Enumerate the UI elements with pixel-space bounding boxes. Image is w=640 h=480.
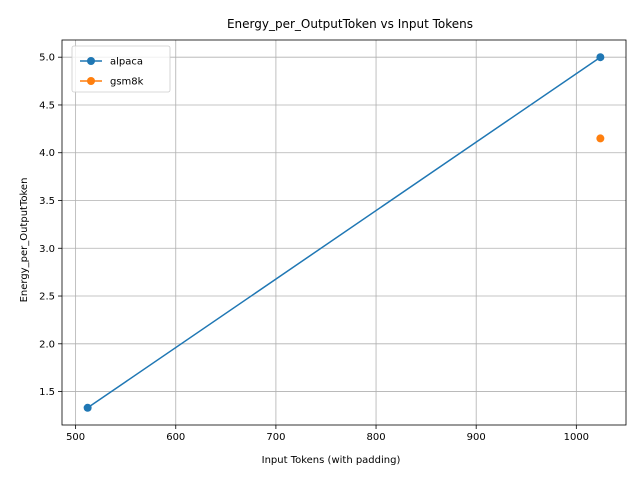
x-tick-label: 800 — [366, 432, 385, 443]
data-point-alpaca — [596, 53, 605, 62]
plot-series — [83, 53, 605, 412]
y-tick-label: 5.0 — [39, 53, 55, 64]
x-tick-label: 700 — [266, 432, 285, 443]
y-tick-label: 4.5 — [39, 100, 55, 111]
legend-marker-alpaca — [87, 57, 95, 65]
series-gsm8k — [596, 134, 605, 143]
legend-label-alpaca: alpaca — [110, 57, 143, 68]
series-alpaca — [83, 53, 605, 412]
y-axis-label: Energy_per_OutputToken — [19, 178, 30, 303]
y-tick-label: 3.5 — [39, 196, 55, 207]
x-tick-label: 900 — [467, 432, 486, 443]
legend-label-gsm8k: gsm8k — [110, 77, 144, 88]
legend-marker-gsm8k — [87, 77, 95, 85]
y-tick-label: 3.0 — [39, 244, 55, 255]
y-tick-label: 1.5 — [39, 387, 55, 398]
axis-ticks: 500 600 700 800 900 1000 1.5 2.0 2.5 3.0 3.5 4.0 4.5… — [39, 53, 589, 443]
chart-title: Energy_per_OutputToken vs Input Tokens — [227, 17, 473, 31]
x-tick-label: 1000 — [564, 432, 589, 443]
legend: alpaca gsm8k — [71, 45, 171, 93]
x-tick-label: 600 — [166, 432, 185, 443]
data-point-gsm8k — [596, 134, 605, 143]
series-line-alpaca — [87, 56, 601, 409]
grid — [62, 40, 626, 425]
y-tick-label: 2.5 — [39, 292, 55, 303]
y-tick-label: 2.0 — [39, 339, 55, 350]
plot-area-frame — [61, 39, 627, 426]
data-point-alpaca — [83, 403, 92, 412]
x-axis-label: Input Tokens (with padding) — [262, 455, 401, 466]
y-tick-label: 4.0 — [39, 148, 55, 159]
x-tick-label: 500 — [66, 432, 85, 443]
